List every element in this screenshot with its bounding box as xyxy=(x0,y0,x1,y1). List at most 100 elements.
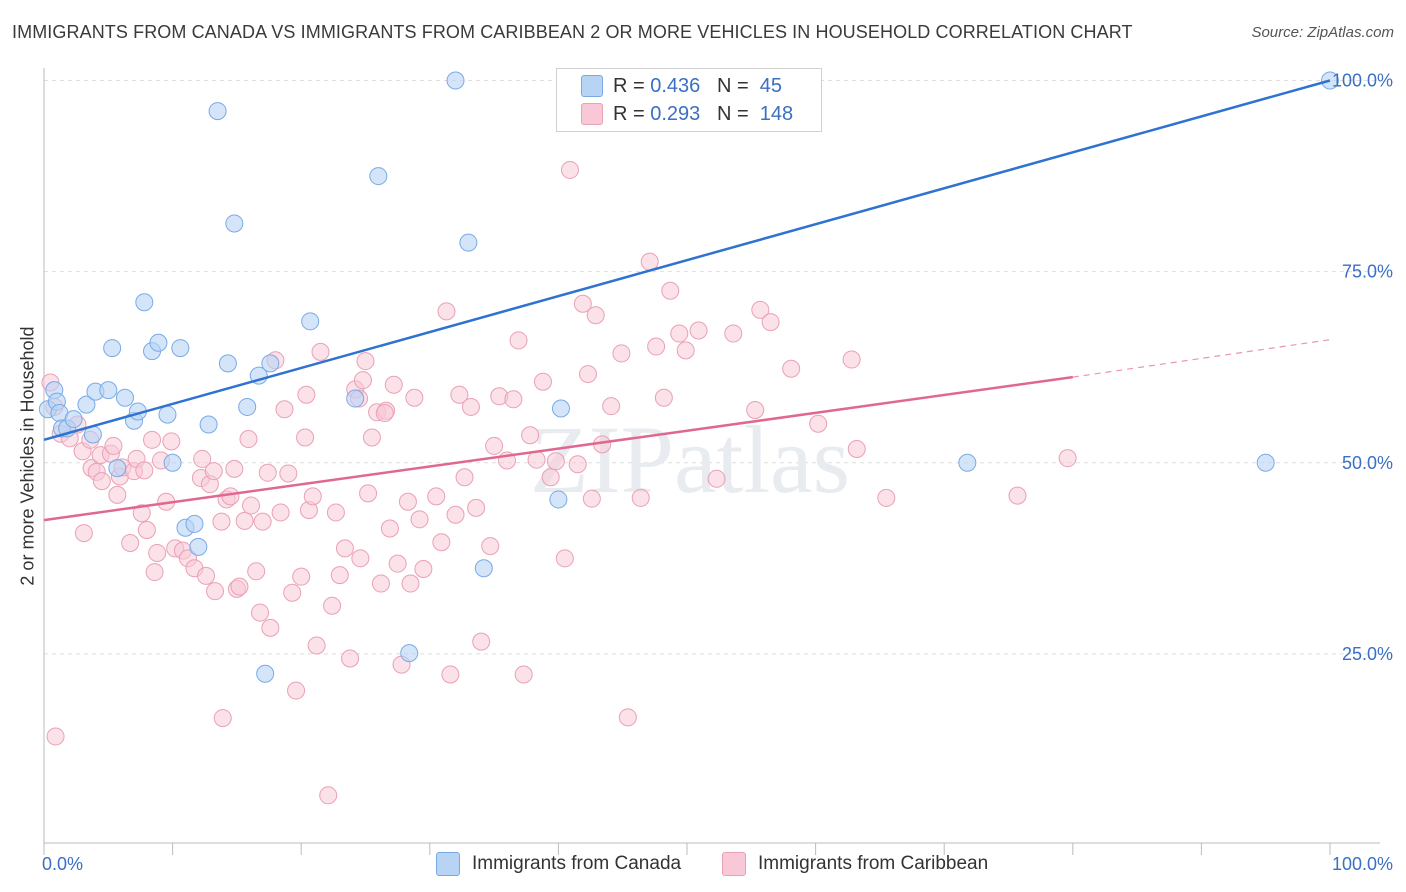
caribbean-point xyxy=(555,549,574,568)
canada-trend-line xyxy=(43,79,1331,442)
legend-caribbean-n-label: N = xyxy=(716,102,749,125)
canada-point xyxy=(400,644,419,663)
caribbean-point xyxy=(384,375,403,394)
caribbean-point xyxy=(104,436,123,455)
caribbean-point xyxy=(689,321,708,340)
canada-point xyxy=(189,537,208,556)
canada-point xyxy=(108,459,127,478)
canada-point xyxy=(256,664,275,683)
canada-points xyxy=(38,71,1339,683)
legend-caribbean-r-label: R = xyxy=(613,102,645,125)
canada-point xyxy=(116,388,135,407)
caribbean-point xyxy=(380,519,399,538)
caribbean-point xyxy=(197,566,216,585)
y-tick-label: 75.0% xyxy=(1342,262,1393,282)
caribbean-point xyxy=(206,582,225,601)
caribbean-point xyxy=(521,426,540,445)
series-legend-canada-swatch xyxy=(436,852,460,876)
canada-point xyxy=(459,233,478,252)
caribbean-point xyxy=(359,484,378,503)
series-legend-caribbean-swatch xyxy=(722,852,746,876)
caribbean-point xyxy=(230,577,249,596)
caribbean-point xyxy=(162,432,181,451)
caribbean-point xyxy=(271,503,290,522)
caribbean-point xyxy=(751,300,770,319)
legend-caribbean-n-value: 148 xyxy=(759,102,794,125)
caribbean-point xyxy=(414,560,433,579)
caribbean-point xyxy=(307,636,326,655)
caribbean-point xyxy=(661,281,680,300)
caribbean-point xyxy=(472,632,491,651)
caribbean-point xyxy=(618,708,637,727)
canada-point xyxy=(171,339,190,358)
grid-lines xyxy=(44,80,1380,655)
caribbean-point xyxy=(335,539,354,558)
canada-point xyxy=(225,214,244,233)
caribbean-point xyxy=(670,324,689,343)
caribbean-point xyxy=(707,469,726,488)
canada-point xyxy=(163,453,182,472)
caribbean-point xyxy=(275,400,294,419)
caribbean-point xyxy=(353,371,372,390)
caribbean-point xyxy=(319,786,338,805)
y-tick-label: 100.0% xyxy=(1332,71,1393,91)
caribbean-point xyxy=(74,524,93,543)
x-tick-label-max: 100.0% xyxy=(1332,854,1393,874)
caribbean-point xyxy=(137,521,156,540)
canada-point xyxy=(208,102,227,121)
caribbean-point xyxy=(148,543,167,562)
caribbean-point xyxy=(582,489,601,508)
caribbean-point xyxy=(311,342,330,361)
canada-point xyxy=(369,167,388,186)
y-tick-label: 25.0% xyxy=(1342,644,1393,664)
canada-point xyxy=(446,71,465,90)
caribbean-point xyxy=(239,430,258,449)
series-legend-canada-label: Immigrants from Canada xyxy=(472,853,682,874)
caribbean-point xyxy=(287,681,306,700)
legend-canada-r-label: R = xyxy=(613,74,645,97)
caribbean-point xyxy=(578,365,597,384)
series-legend-caribbean: Immigrants from Caribbean xyxy=(722,851,988,877)
caribbean-point xyxy=(405,388,424,407)
caribbean-point xyxy=(746,400,765,419)
series-legend-caribbean-label: Immigrants from Caribbean xyxy=(758,853,989,874)
correlation-legend: R = 0.436 N = 45 R = 0.293 N = 148 xyxy=(556,68,822,132)
canada-point xyxy=(551,399,570,418)
caribbean-point xyxy=(212,512,231,531)
canada-point xyxy=(149,333,168,352)
canada-point xyxy=(199,415,218,434)
tick-labels: 25.0% 50.0% 75.0% 100.0% 0.0% 100.0% xyxy=(42,71,1393,875)
canada-point xyxy=(1256,453,1275,472)
caribbean-point xyxy=(388,554,407,573)
x-tick-label-min: 0.0% xyxy=(42,854,83,874)
caribbean-point xyxy=(427,487,446,506)
caribbean-point xyxy=(235,511,254,530)
caribbean-point xyxy=(121,534,140,553)
canada-point xyxy=(474,559,493,578)
legend-swatch-caribbean xyxy=(581,103,603,125)
caribbean-point xyxy=(1058,449,1077,468)
caribbean-point xyxy=(193,449,212,468)
caribbean-point xyxy=(143,430,162,449)
caribbean-point xyxy=(132,504,151,523)
caribbean-point xyxy=(533,372,552,391)
caribbean-point xyxy=(108,485,127,504)
legend-canada-n-value: 45 xyxy=(759,74,783,97)
caribbean-points xyxy=(41,160,1077,805)
caribbean-point xyxy=(213,709,232,728)
caribbean-trend-extension xyxy=(1072,339,1331,378)
canada-point xyxy=(238,397,257,416)
caribbean-point xyxy=(461,397,480,416)
caribbean-point xyxy=(247,562,266,581)
caribbean-point xyxy=(261,618,280,637)
canada-point xyxy=(103,339,122,358)
caribbean-point xyxy=(258,463,277,482)
caribbean-point xyxy=(631,488,650,507)
caribbean-point xyxy=(877,488,896,507)
caribbean-point xyxy=(450,385,469,404)
caribbean-point xyxy=(356,352,375,371)
caribbean-point xyxy=(602,397,621,416)
caribbean-point xyxy=(398,492,417,511)
caribbean-point xyxy=(297,385,316,404)
caribbean-point xyxy=(455,468,474,487)
